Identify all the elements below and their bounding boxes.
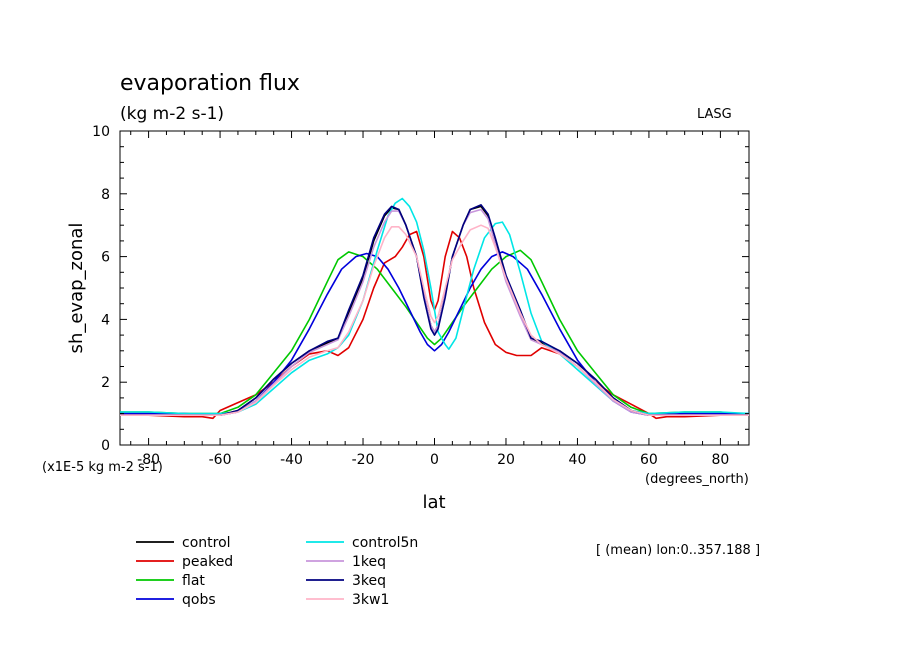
x-tick-label: 0 [430, 452, 439, 468]
legend-label-3keq: 3keq [352, 573, 386, 589]
chart-subtitle: (kg m-2 s-1) [120, 104, 224, 124]
x-tick-label: -40 [280, 452, 303, 468]
x-tick-label: 80 [711, 452, 729, 468]
series-line-peaked [119, 230, 749, 420]
plot-frame [119, 130, 750, 446]
source-label: LASG [697, 107, 732, 122]
legend-label-qobs: qobs [182, 592, 216, 608]
y-tick-label: 4 [101, 312, 110, 328]
legend-label-1keq: 1keq [352, 554, 386, 570]
legend-label-peaked: peaked [182, 554, 233, 570]
x-axis-label: lat [422, 492, 445, 513]
series-line-flat [120, 249, 750, 416]
y-tick-label: 0 [101, 438, 110, 454]
x-tick-label: 20 [497, 452, 515, 468]
y-ticks: 0 2 4 6 8 10 [92, 124, 749, 454]
y-axis-label: sh_evap_zonal [66, 223, 87, 354]
legend-label-3kw1: 3kw1 [352, 592, 389, 608]
series-line-3kw1 [120, 224, 749, 416]
legend-label-control5n: control5n [352, 535, 418, 551]
y-tick-label: 2 [101, 375, 110, 391]
chart-title: evaporation flux [120, 71, 300, 96]
y-tick-label: 10 [92, 124, 110, 140]
y-tick-label: 6 [101, 250, 110, 266]
series-line-3keq [120, 204, 749, 416]
averaging-note: [ (mean) lon:0..357.188 ] [596, 543, 760, 558]
legend-label-control: control [182, 535, 231, 551]
x-axis-units: (degrees_north) [645, 472, 749, 487]
y-tick-label: 8 [101, 187, 110, 203]
x-tick-label: -60 [209, 452, 232, 468]
y-scale-note: (x1E-5 kg m-2 s-1) [42, 460, 163, 475]
series-layer [119, 197, 750, 420]
legend-label-flat: flat [182, 573, 205, 589]
x-tick-label: 40 [569, 452, 587, 468]
x-tick-label: -80 [137, 452, 160, 468]
x-tick-label: 60 [640, 452, 658, 468]
x-ticks: -80 -60 -40 -20 0 20 40 60 80 [130, 131, 739, 468]
series-line-control5n [120, 197, 750, 415]
legend: control peaked flat qobs control5n 1keq 3keq 3k… [136, 535, 418, 608]
x-tick-label: -20 [352, 452, 375, 468]
